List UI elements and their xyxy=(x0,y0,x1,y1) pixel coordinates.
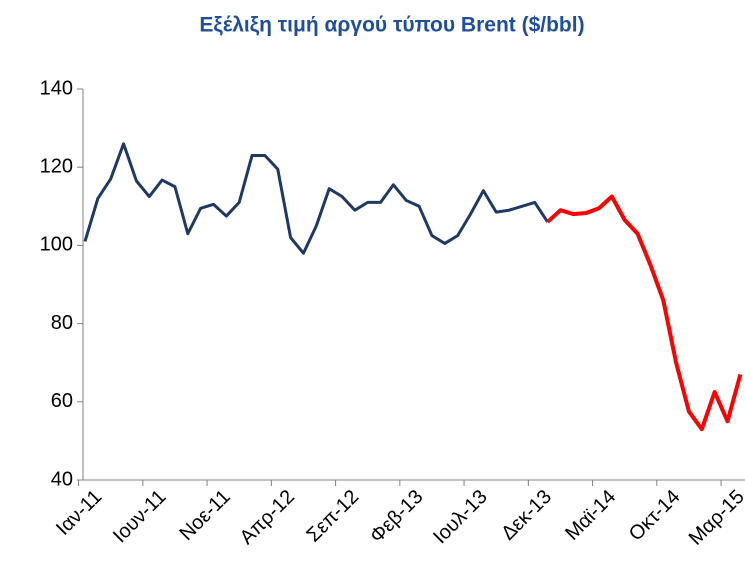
y-tick-label: 60 xyxy=(51,390,73,412)
y-tick-label: 100 xyxy=(40,234,73,256)
y-tick-label: 140 xyxy=(40,77,73,99)
x-tick-label: Μαϊ-14 xyxy=(561,486,620,545)
series-line xyxy=(546,194,743,432)
y-tick-label: 40 xyxy=(51,468,73,490)
y-tick-label: 120 xyxy=(40,155,73,177)
x-tick-label: Ιουν-11 xyxy=(109,486,171,548)
series-line xyxy=(83,142,549,255)
x-tick-label: Ιαν-11 xyxy=(52,486,106,540)
x-tick-label: Μαρ-15 xyxy=(685,486,745,550)
y-tick-label: 80 xyxy=(51,312,73,334)
x-tick-label: Νοε-11 xyxy=(175,486,234,545)
chart-title: Εξέλιξη τιμή αργού τύπου Brent ($/bbl) xyxy=(199,14,584,37)
x-tick-label: Οκτ-14 xyxy=(625,486,685,546)
x-tick-label: Απρ-12 xyxy=(236,486,299,549)
x-tick-label: Φεβ-13 xyxy=(366,486,428,548)
x-tick-label: Ιουλ-13 xyxy=(429,486,492,549)
x-tick-label: Σεπ-12 xyxy=(302,486,363,547)
x-tick-label: Δεκ-13 xyxy=(497,486,556,545)
